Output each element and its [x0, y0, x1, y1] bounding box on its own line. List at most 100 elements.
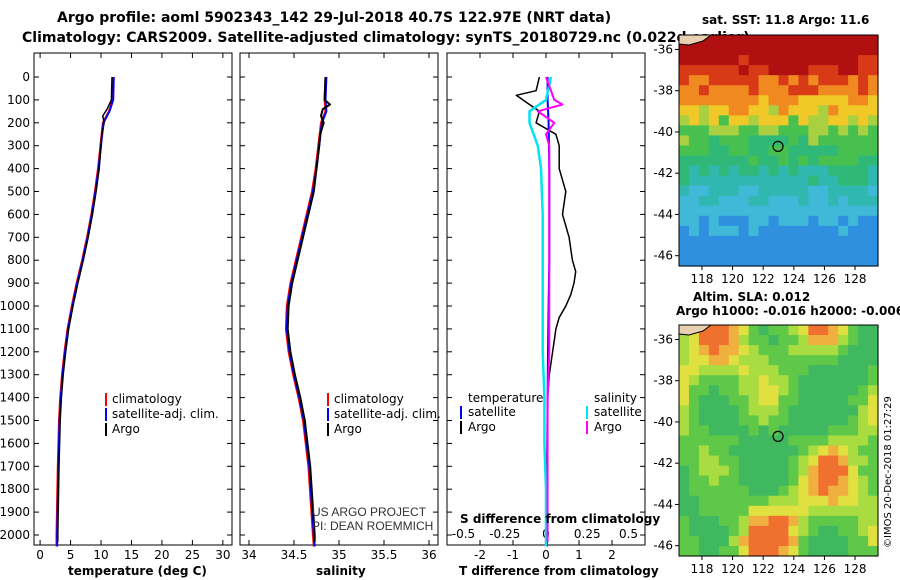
y-tick-label: 1000: [0, 299, 30, 313]
map-cell: [868, 45, 879, 56]
map-cell: [868, 335, 879, 346]
map-cell: [758, 215, 770, 227]
map-cell: [868, 135, 879, 147]
map-cell: [748, 485, 760, 497]
map-cell: [758, 85, 770, 96]
map-cell: [748, 85, 760, 96]
argo-line: [286, 76, 331, 542]
map-cell: [868, 545, 879, 557]
map-cell: [848, 85, 859, 96]
map-cell: [688, 155, 700, 167]
map-cell: [868, 355, 879, 366]
map-cell: [708, 185, 720, 197]
map-cell: [679, 395, 690, 406]
map-cell: [698, 55, 710, 66]
map-cell: [818, 495, 829, 507]
map-cell: [828, 115, 839, 126]
map-cell: [868, 105, 879, 116]
map-cell: [758, 535, 770, 547]
map-cell: [808, 365, 819, 376]
map-cell: [848, 345, 859, 356]
map-cell: [858, 495, 869, 507]
map-cell: [858, 125, 869, 137]
map-cell: [708, 515, 720, 527]
map-cell: [708, 135, 720, 147]
map-cell: [798, 445, 809, 457]
map-cell: [728, 465, 740, 477]
map-cell: [679, 75, 690, 86]
map-cell: [818, 505, 829, 517]
map-cell: [798, 55, 809, 66]
map-cell: [728, 435, 740, 447]
map-cell: [758, 245, 770, 257]
map-cell: [778, 115, 790, 126]
map-cell: [778, 525, 790, 537]
map-cell: [679, 375, 690, 386]
map-cell: [738, 355, 750, 366]
map-cell: [738, 145, 750, 157]
map-cell: [778, 445, 790, 457]
map-cell: [798, 545, 809, 557]
map-cell: [728, 135, 740, 147]
map-cell: [818, 85, 829, 96]
map-cell: [818, 365, 829, 376]
map-cell: [788, 115, 799, 126]
map-cell: [679, 235, 690, 247]
map-cell: [738, 365, 750, 376]
map-cell: [738, 235, 750, 247]
map-cell: [778, 135, 790, 147]
map-cell: [868, 115, 879, 126]
map-cell: [838, 525, 849, 537]
x-tick-label: 10: [93, 548, 108, 562]
map-cell: [808, 405, 819, 416]
map-cell: [788, 65, 799, 76]
map-cell: [858, 345, 869, 356]
map-cell: [818, 345, 829, 356]
map-cell: [708, 415, 720, 427]
map-cell: [868, 385, 879, 396]
map-cell: [688, 435, 700, 447]
map-cell: [808, 425, 819, 437]
map-cell: [758, 145, 770, 157]
map-cell: [858, 475, 869, 487]
map-cell: [858, 75, 869, 86]
map-cell: [768, 165, 780, 177]
map-cell: [708, 455, 720, 467]
map-cell: [788, 85, 799, 96]
map-cell: [708, 225, 720, 237]
map-cell: [818, 445, 829, 457]
map-cell: [718, 545, 730, 557]
map-cell: [818, 155, 829, 167]
map-cell: [858, 325, 869, 336]
sla-map-frame: [678, 324, 879, 557]
map-cell: [808, 545, 819, 557]
map-cell: [838, 55, 849, 66]
sla-map-subtitle: Argo h1000: -0.016 h2000: -0.0068: [676, 304, 900, 318]
map-cell: [828, 475, 839, 487]
map-cell: [718, 325, 730, 336]
map-cell: [778, 475, 790, 487]
map-cell: [718, 525, 730, 537]
map-cell: [688, 345, 700, 356]
map-cell: [788, 155, 799, 167]
map-cell: [818, 165, 829, 177]
map-cell: [798, 65, 809, 76]
map-cell: [848, 45, 859, 56]
map-cell: [838, 125, 849, 137]
map-cell: [698, 465, 710, 477]
map-cell: [718, 485, 730, 497]
map-cell: [679, 405, 690, 416]
map-cell: [778, 165, 790, 177]
map-cell: [818, 65, 829, 76]
map-cell: [679, 485, 690, 497]
map-cell: [848, 95, 859, 106]
map-cell: [808, 415, 819, 427]
map-cell: [868, 175, 879, 187]
map-cell: [728, 105, 740, 116]
map-cell: [778, 385, 790, 396]
map-cell: [788, 195, 799, 207]
map-cell: [808, 175, 819, 187]
map-cell: [708, 195, 720, 207]
map-cell: [758, 105, 770, 116]
map-cell: [708, 465, 720, 477]
